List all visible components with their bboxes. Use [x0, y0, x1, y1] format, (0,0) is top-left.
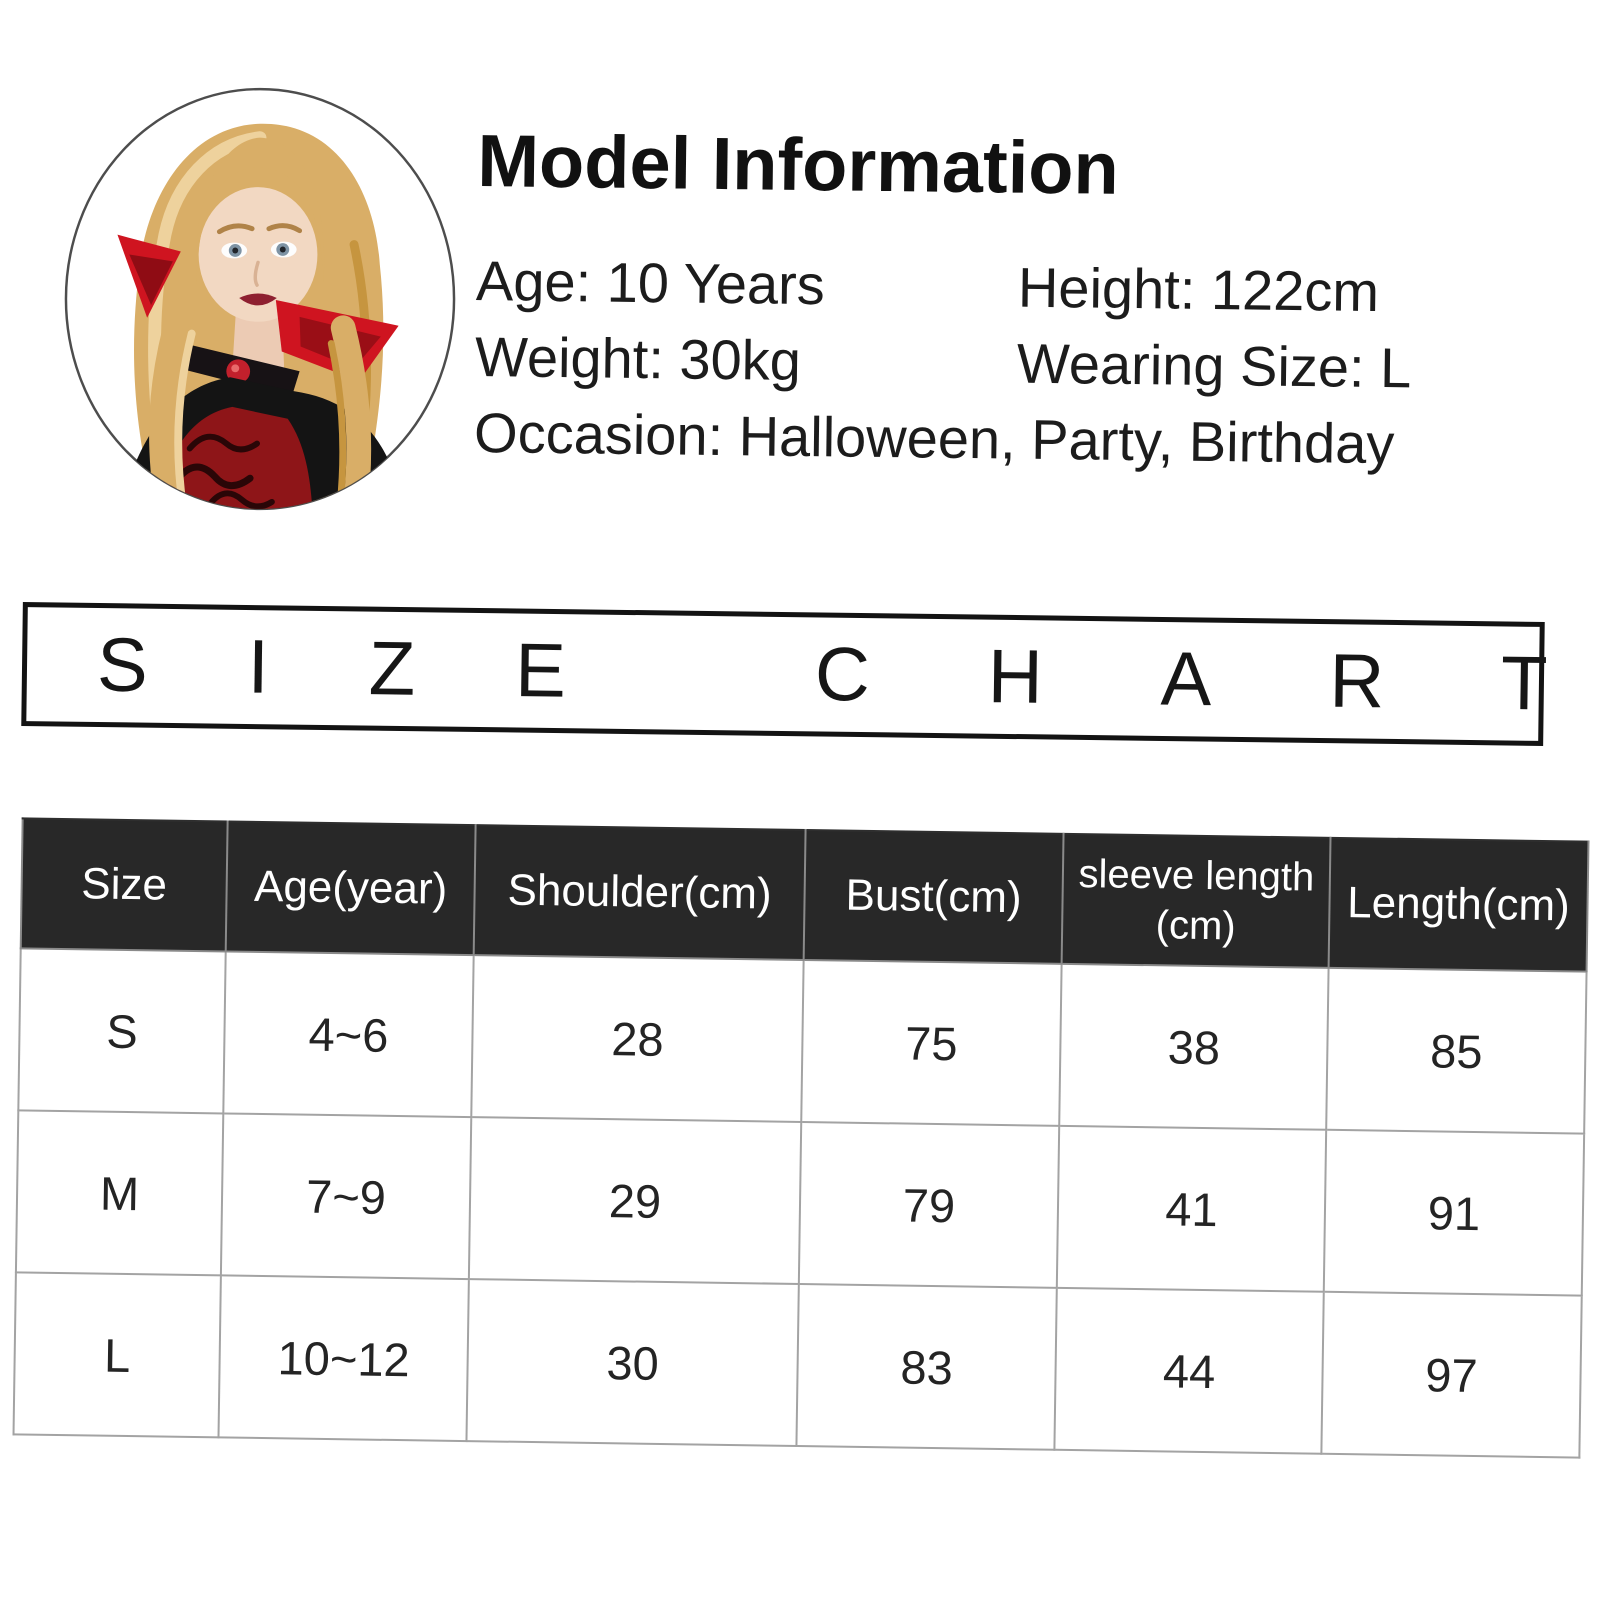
col-header-size: Size [20, 818, 228, 952]
table-row-s: S 4~6 28 75 38 85 [18, 948, 1587, 1134]
banner-word-size: SIZE [96, 622, 667, 715]
banner-word-chart: CHART [814, 631, 1600, 729]
size-chart-header: Size Age(year) Shoulder(cm) Bust(cm) sle… [20, 818, 1589, 972]
col-header-sleeve-length: sleeve length (cm) [1061, 833, 1331, 968]
cell-size: L [13, 1272, 221, 1438]
col-header-shoulder: Shoulder(cm) [473, 825, 806, 961]
model-occasion: Occasion: Halloween, Party, Birthday [473, 400, 1395, 476]
table-row-l: L 10~12 30 83 44 97 [13, 1272, 1582, 1458]
model-photo-illustration [64, 87, 456, 511]
model-info-section: Model Information Age: 10 Years Height: … [474, 118, 1538, 478]
model-age: Age: 10 Years [475, 248, 826, 317]
cell-age: 10~12 [218, 1275, 469, 1442]
cell-size: M [15, 1110, 224, 1276]
cell-bust: 79 [798, 1122, 1060, 1288]
model-info-grid: Age: 10 Years Height: 122cm Weight: 30kg… [474, 249, 1537, 478]
size-chart-table: Size Age(year) Shoulder(cm) Bust(cm) sle… [12, 817, 1590, 1459]
cell-bust: 83 [796, 1283, 1057, 1450]
hair-bangs [195, 137, 325, 285]
model-info-title: Model Information [476, 118, 1120, 210]
model-photo [62, 84, 458, 514]
cell-sleeve: 44 [1054, 1287, 1324, 1454]
cell-length: 85 [1326, 967, 1587, 1134]
cell-age: 4~6 [223, 951, 474, 1118]
model-wearing-size: Wearing Size: L [1016, 331, 1412, 400]
cell-sleeve: 38 [1059, 963, 1329, 1130]
col-header-age: Age(year) [225, 821, 476, 956]
cell-shoulder: 29 [468, 1117, 802, 1284]
cell-sleeve: 41 [1056, 1125, 1327, 1292]
model-weight: Weight: 30kg [474, 324, 802, 392]
model-height: Height: 122cm [1017, 255, 1380, 324]
choker-gem [226, 359, 251, 384]
table-row-m: M 7~9 29 79 41 91 [15, 1110, 1585, 1296]
cell-size: S [18, 948, 226, 1114]
lips [239, 293, 277, 306]
col-header-bust: Bust(cm) [803, 830, 1064, 964]
col-header-length: Length(cm) [1328, 837, 1589, 972]
cell-length: 91 [1323, 1129, 1585, 1296]
size-chart-banner: SIZE CHART [21, 602, 1600, 746]
cell-shoulder: 28 [471, 955, 804, 1123]
cell-shoulder: 30 [466, 1279, 799, 1446]
bodice [157, 406, 313, 509]
cell-length: 97 [1321, 1291, 1582, 1458]
face [198, 187, 318, 322]
cell-age: 7~9 [220, 1113, 472, 1280]
cell-bust: 75 [801, 960, 1062, 1126]
